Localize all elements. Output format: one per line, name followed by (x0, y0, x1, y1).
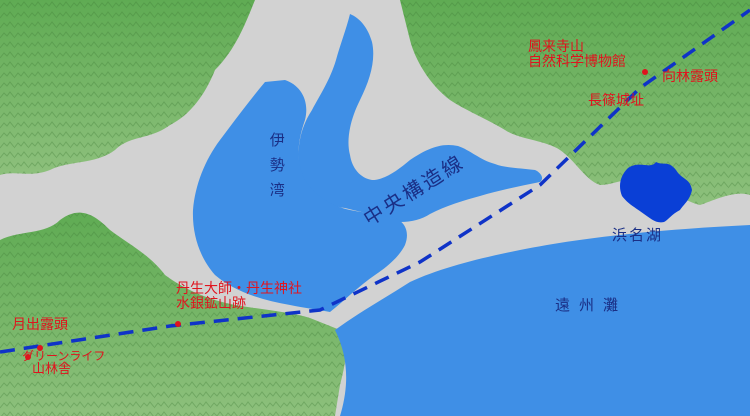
ise-bay-label: 伊勢湾 (267, 132, 286, 207)
hamana-lake (620, 162, 692, 223)
place-label-nyu: 丹生大師・丹生神社 水銀鉱山跡 (176, 281, 302, 312)
ise-bay-main (192, 80, 407, 312)
place-label-horaiji: 鳳来寺山 自然科学博物館 (528, 39, 626, 70)
enshu-nada-label: 遠州灘 (555, 296, 628, 314)
place-marker-nyu[interactable] (175, 321, 181, 327)
place-label-nagashino: 長篠城址 (588, 93, 644, 109)
place-label-mukaibayashi: 向林露頭 (662, 69, 718, 85)
fault-line (0, 8, 750, 354)
place-label-green-life: グリーンライフ 山林舎 (22, 349, 106, 377)
place-marker-tsukide[interactable] (37, 345, 43, 351)
hamana-lake-label: 浜名湖 (612, 226, 664, 244)
enshu-nada-sea (335, 225, 750, 416)
ise-bay (298, 14, 543, 222)
place-marker-horaiji[interactable] (642, 69, 648, 75)
place-marker-green-life[interactable] (25, 354, 31, 360)
place-label-tsukide: 月出露頭 (12, 317, 68, 333)
